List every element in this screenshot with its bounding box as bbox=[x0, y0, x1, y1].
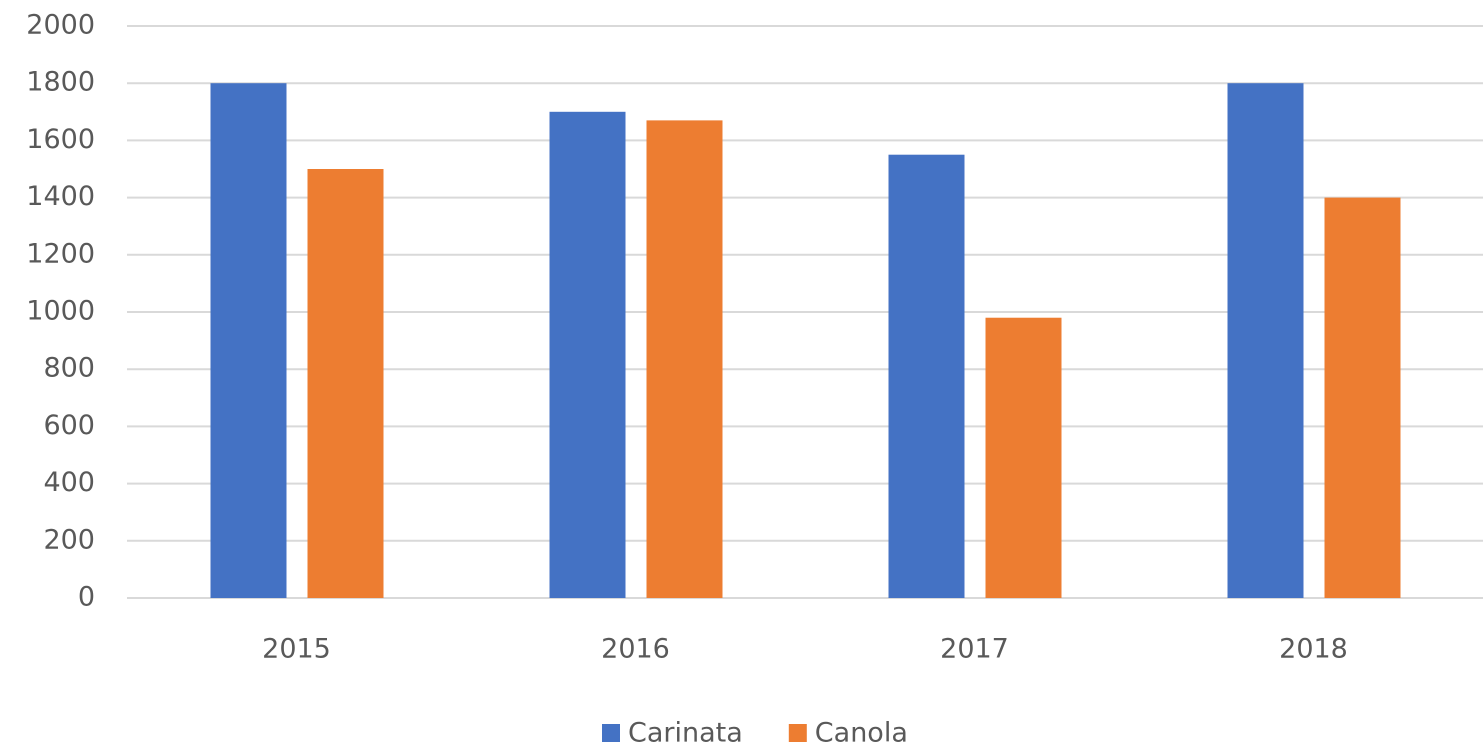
legend-swatch bbox=[788, 724, 807, 742]
bar bbox=[1227, 83, 1304, 598]
x-tick-label: 2016 bbox=[601, 634, 670, 665]
y-tick-label: 1400 bbox=[26, 181, 95, 212]
bar bbox=[888, 154, 965, 598]
y-tick-label: 2000 bbox=[26, 10, 95, 41]
bar bbox=[646, 120, 723, 598]
y-tick-label: 200 bbox=[43, 524, 95, 555]
bar bbox=[985, 317, 1062, 598]
y-tick-label: 400 bbox=[43, 467, 95, 498]
y-tick-label: 1000 bbox=[26, 296, 95, 327]
y-tick-label: 1800 bbox=[26, 67, 95, 98]
x-tick-label: 2017 bbox=[940, 634, 1009, 665]
y-tick-label: 1600 bbox=[26, 124, 95, 155]
legend-label: Canola bbox=[815, 718, 908, 749]
bar bbox=[210, 83, 287, 598]
bar bbox=[549, 111, 626, 599]
legend-label: Carinata bbox=[628, 718, 743, 749]
y-tick-label: 1200 bbox=[26, 238, 95, 269]
y-tick-label: 0 bbox=[78, 582, 95, 613]
legend-swatch bbox=[602, 724, 620, 742]
bar bbox=[1324, 197, 1401, 598]
bar bbox=[307, 169, 384, 598]
y-tick-label: 800 bbox=[43, 353, 95, 384]
x-tick-label: 2015 bbox=[262, 634, 331, 665]
x-tick-label: 2018 bbox=[1279, 634, 1348, 665]
y-tick-label: 600 bbox=[43, 410, 95, 441]
